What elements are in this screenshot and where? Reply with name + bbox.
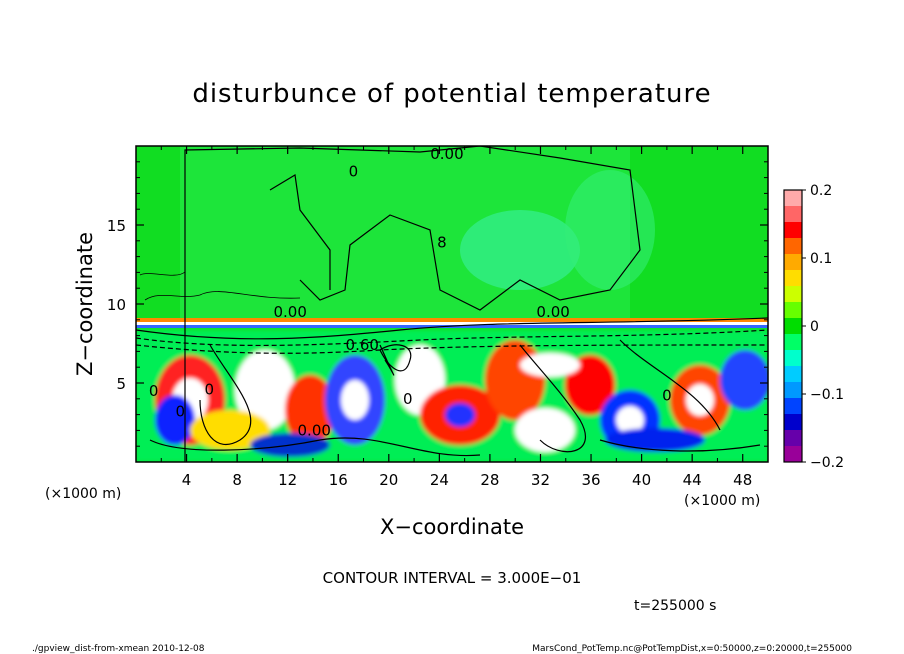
- contour-label: 0: [349, 162, 359, 180]
- x-tick-label: 36: [581, 471, 600, 489]
- colorbar-tick-label: 0: [810, 319, 819, 335]
- x-tick-label: 24: [430, 471, 449, 489]
- colorbar-segment: [784, 382, 802, 399]
- chart-title: disturbunce of potential temperature: [192, 79, 711, 109]
- contour-label: 0.00: [274, 303, 307, 321]
- colorbar-segment: [784, 398, 802, 415]
- colorbar-segment: [784, 302, 802, 319]
- x-tick-label: 4: [182, 471, 192, 489]
- y-axis: 5 10 15: [107, 161, 768, 447]
- colorbar-segment: [784, 414, 802, 431]
- colorbar-segment: [784, 334, 802, 351]
- colorbar-segment: [784, 254, 802, 271]
- y-tick-label: 15: [107, 217, 126, 235]
- x-tick-label: 40: [632, 471, 651, 489]
- y-tick-label: 10: [107, 296, 126, 314]
- colorbar-segment: [784, 446, 802, 463]
- contour-label: 0.60: [346, 336, 379, 354]
- colorbar-segment: [784, 222, 802, 239]
- contour-label: 0.00: [298, 421, 331, 439]
- x-axis: 4 8 12 16 20 24 28 32 36 40 44 48: [160, 146, 752, 489]
- contour-label: 0: [205, 380, 215, 398]
- colorbar-segment: [784, 350, 802, 367]
- colorbar-segment: [784, 430, 802, 447]
- colorbar-tick-label: −0.1: [810, 387, 844, 403]
- y-tick-label: 5: [116, 375, 126, 393]
- contour-label: 0.00: [536, 303, 569, 321]
- x-tick-label: 12: [278, 471, 297, 489]
- x-tick-label: 44: [683, 471, 702, 489]
- contour-label: 0: [403, 390, 413, 408]
- x-tick-label: 16: [329, 471, 348, 489]
- x-tick-label: 32: [531, 471, 550, 489]
- colorbar-segment: [784, 206, 802, 223]
- contour-label: 0: [662, 387, 672, 405]
- colorbar-tick-label: −0.2: [810, 455, 844, 471]
- colorbar-segment: [784, 286, 802, 303]
- x-unit-right: (×1000 m): [684, 493, 760, 509]
- colorbar-segment: [784, 238, 802, 255]
- colorbar-segment: [784, 270, 802, 287]
- x-axis-label: X−coordinate: [380, 515, 524, 539]
- colorbar-tick-label: 0.2: [810, 183, 832, 199]
- colorbar-segment: [784, 190, 802, 207]
- contour-label: 8: [437, 233, 447, 251]
- contour-label: 0: [175, 402, 185, 420]
- colorbar-tick-label: 0.1: [810, 251, 832, 267]
- time-text: t=255000 s: [634, 598, 716, 614]
- colorbar-segment: [784, 318, 802, 335]
- colorbar: 0.2 0.1 0 −0.1 −0.2: [783, 183, 844, 471]
- x-tick-label: 8: [232, 471, 242, 489]
- y-axis-label: Z−coordinate: [73, 232, 97, 376]
- x-unit-left: (×1000 m): [45, 486, 121, 502]
- footer-left: ./gpview_dist-from-xmean 2010-12-08: [32, 644, 205, 654]
- footer-right: MarsCond_PotTemp.nc@PotTempDist,x=0:5000…: [532, 644, 852, 654]
- contour-label: 0: [149, 382, 159, 400]
- contour-label: 0.00: [430, 145, 463, 163]
- contour-interval-text: CONTOUR INTERVAL = 3.000E−01: [323, 569, 582, 587]
- x-tick-label: 48: [733, 471, 752, 489]
- heatmap-field: [136, 146, 768, 462]
- x-tick-label: 20: [379, 471, 398, 489]
- x-tick-label: 28: [480, 471, 499, 489]
- colorbar-segment: [784, 366, 802, 383]
